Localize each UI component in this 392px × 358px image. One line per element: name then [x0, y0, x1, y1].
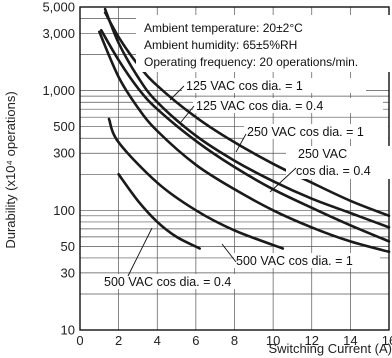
- series-label-500-1-bg: [234, 253, 380, 268]
- y-axis-label: Durability (x10⁴ operations): [3, 91, 18, 248]
- series-label-250-04-leader: [269, 167, 297, 193]
- series-line-2: [103, 7, 391, 229]
- series-line-5: [117, 173, 201, 250]
- x-tick-label: 14: [343, 333, 357, 348]
- annotation-box: [136, 15, 390, 72]
- series-label-500vac-1: 500 VAC cos dia. = 1: [236, 254, 353, 268]
- y-tick-label: 50: [61, 239, 75, 254]
- x-tick-label: 4: [154, 333, 161, 348]
- series-labels: 125 VAC cos dia. = 1 125 VAC cos dia. = …: [100, 78, 390, 289]
- y-tick-label: 10: [61, 323, 75, 338]
- x-tick-label: 8: [231, 333, 238, 348]
- series-label-500vac-04: 500 VAC cos dia. = 0.4: [104, 275, 231, 289]
- annotation-temperature: Ambient temperature: 20±2°C: [144, 21, 303, 35]
- series-label-250-1-leader: [235, 133, 247, 153]
- series-curves: [98, 7, 391, 254]
- series-label-125-1-bg: [182, 78, 366, 93]
- annotation-humidity: Ambient humidity: 65±5%RH: [144, 38, 297, 52]
- y-tick-labels: 5,000 3,000 1,000 500 300 100 50 30 10: [42, 0, 75, 338]
- x-tick-label: 16: [382, 333, 392, 348]
- series-label-500-04-bg: [100, 274, 258, 289]
- y-tick-label: 300: [53, 146, 75, 161]
- series-line-0: [103, 11, 391, 218]
- x-tick-label: 12: [305, 333, 319, 348]
- series-label-250vac-1: 250 VAC cos dia. = 1: [247, 125, 364, 139]
- y-tick-label: 5,000: [42, 0, 75, 15]
- y-tick-label: 1,000: [42, 83, 75, 98]
- series-label-125vac-1: 125 VAC cos dia. = 1: [186, 79, 303, 93]
- series-label-500-04-leader: [127, 227, 153, 277]
- series-label-250vac-04-line1: 250 VAC: [298, 147, 347, 161]
- series-label-250-04-bg: [286, 146, 390, 179]
- series-line-4: [107, 117, 285, 250]
- annotation-frequency: Operating frequency: 20 operations/min.: [144, 55, 358, 69]
- series-label-250-1-bg: [244, 124, 388, 139]
- y-tick-label: 500: [53, 119, 75, 134]
- series-label-125vac-04: 125 VAC cos dia. = 0.4: [196, 99, 323, 113]
- series-label-125-04-leader: [180, 105, 195, 123]
- x-tick-label: 2: [115, 333, 122, 348]
- x-tick-labels: 0 2 4 6 8 10 12 14 16: [76, 333, 392, 348]
- x-tick-label: 0: [76, 333, 83, 348]
- series-line-3: [98, 30, 391, 254]
- series-line-1: [99, 28, 391, 243]
- series-label-125-1-leader: [169, 85, 185, 101]
- series-label-500-1-leader: [221, 243, 237, 263]
- y-tick-label: 3,000: [42, 26, 75, 41]
- x-tick-label: 10: [266, 333, 280, 348]
- x-axis-label: Switching Current (A): [268, 341, 392, 356]
- y-tick-label: 30: [61, 265, 75, 280]
- series-label-250vac-04-line2: cos dia. = 0.4: [296, 164, 371, 178]
- x-tick-label: 6: [192, 333, 199, 348]
- series-label-125-04-bg: [193, 98, 383, 113]
- y-tick-label: 100: [53, 203, 75, 218]
